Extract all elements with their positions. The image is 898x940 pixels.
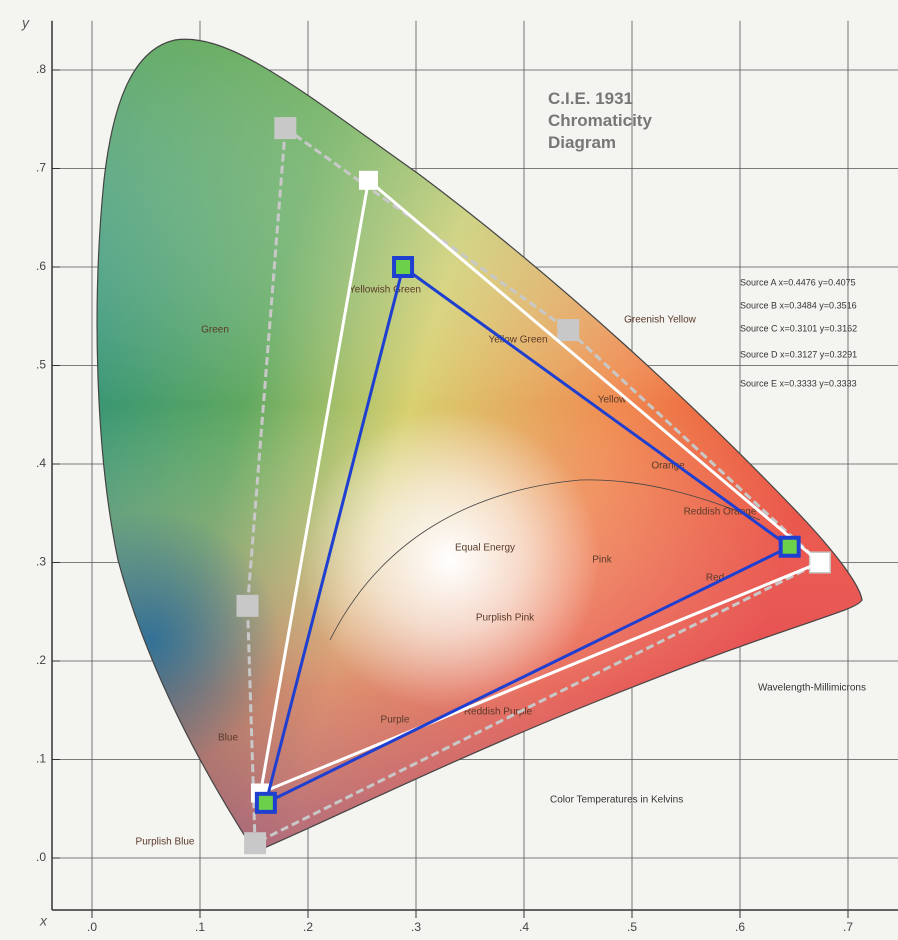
region-label: Yellow Green <box>488 335 547 346</box>
region-label: Reddish Orange <box>684 507 757 518</box>
gamut-vertex <box>557 319 580 342</box>
note: Wavelength-Millimicrons <box>758 683 866 694</box>
x-axis-label: x <box>39 913 48 929</box>
y-tick-label: .8 <box>36 62 46 76</box>
gamut-vertex <box>392 256 415 278</box>
y-tick-label: .6 <box>36 259 46 273</box>
y-tick-label: .0 <box>36 850 46 864</box>
source-entry: Source E x=0.3333 y=0.3333 <box>740 378 857 388</box>
y-tick-label: .2 <box>36 653 46 667</box>
gamut-vertex <box>236 594 259 617</box>
plot-area <box>236 117 831 855</box>
source-entry: Source A x=0.4476 y=0.4075 <box>740 277 856 287</box>
x-tick-label: .2 <box>303 920 313 934</box>
y-tick-label: .4 <box>36 456 46 470</box>
x-tick-label: .1 <box>195 920 205 934</box>
region-label: Red <box>706 573 724 584</box>
gamut-triangle <box>246 125 823 846</box>
region-label: Purple <box>381 715 410 726</box>
gamut-triangle <box>258 177 823 796</box>
region-label: Greenish Yellow <box>624 315 696 326</box>
region-label: Reddish Purple <box>464 707 533 718</box>
x-tick-label: .3 <box>411 920 421 934</box>
gamut-vertex <box>358 170 378 190</box>
region-label: Yellowish Green <box>349 285 421 296</box>
gamut-vertex <box>810 553 830 572</box>
region-label: Pink <box>592 555 612 566</box>
spectral-locus <box>96 38 863 853</box>
x-tick-label: .0 <box>87 920 97 934</box>
gamut-triangle <box>263 264 793 806</box>
gamut-vertex <box>244 832 267 855</box>
y-axis-label: y <box>21 15 30 31</box>
region-label: Green <box>201 325 229 336</box>
y-tick-label: .5 <box>36 358 46 372</box>
gamut-vertex <box>274 117 297 140</box>
x-tick-label: .5 <box>627 920 637 934</box>
gamut-vertex <box>254 791 277 814</box>
gamut-vertex <box>778 535 801 558</box>
region-label: Orange <box>651 461 685 472</box>
source-entry: Source D x=0.3127 y=0.3291 <box>740 349 857 359</box>
x-tick-label: .4 <box>519 920 529 934</box>
y-tick-label: .7 <box>36 161 46 175</box>
x-tick-label: .6 <box>735 920 745 934</box>
region-label: Purplish Pink <box>476 613 535 624</box>
x-tick-label: .7 <box>843 920 853 934</box>
source-entry: Source B x=0.3484 y=0.3516 <box>740 300 857 310</box>
region-label: Yellow <box>598 395 627 406</box>
y-tick-label: .1 <box>36 752 46 766</box>
region-label: Purplish Blue <box>136 837 195 848</box>
locus-outline <box>96 38 863 853</box>
note: Color Temperatures in Kelvins <box>550 795 683 806</box>
source-entry: Source C x=0.3101 y=0.3162 <box>740 323 857 333</box>
chart-title: C.I.E. 1931 Chromaticity Diagram <box>548 89 652 152</box>
y-tick-label: .3 <box>36 555 46 569</box>
region-label: Blue <box>218 733 238 744</box>
region-label: Equal Energy <box>455 543 515 554</box>
planckian-locus <box>329 479 761 641</box>
